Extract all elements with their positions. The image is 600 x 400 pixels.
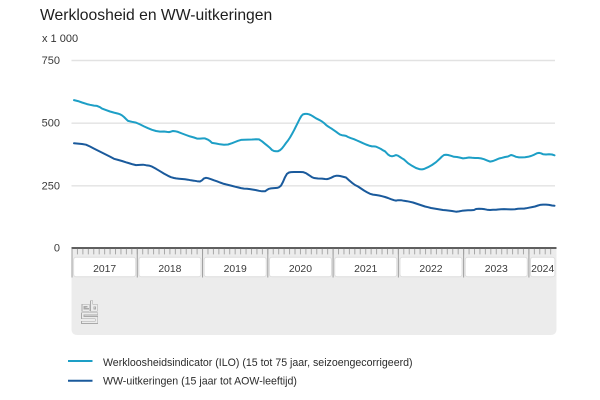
svg-text:2022: 2022 <box>419 264 442 275</box>
svg-text:2017: 2017 <box>93 264 116 275</box>
svg-text:2020: 2020 <box>289 264 312 275</box>
svg-text:2018: 2018 <box>158 264 181 275</box>
svg-text:2021: 2021 <box>354 264 377 275</box>
svg-text:2019: 2019 <box>224 264 247 275</box>
svg-text:0: 0 <box>54 243 60 255</box>
svg-text:WW-uitkeringen (15 jaar tot AO: WW-uitkeringen (15 jaar tot AOW-leeftijd… <box>103 376 297 388</box>
svg-text:2023: 2023 <box>485 264 508 275</box>
svg-text:750: 750 <box>42 55 60 67</box>
svg-text:500: 500 <box>42 118 60 130</box>
svg-text:250: 250 <box>42 180 60 192</box>
svg-text:Werkloosheidsindicator (ILO) (: Werkloosheidsindicator (ILO) (15 tot 75 … <box>103 357 413 369</box>
svg-text:2024: 2024 <box>531 264 554 275</box>
